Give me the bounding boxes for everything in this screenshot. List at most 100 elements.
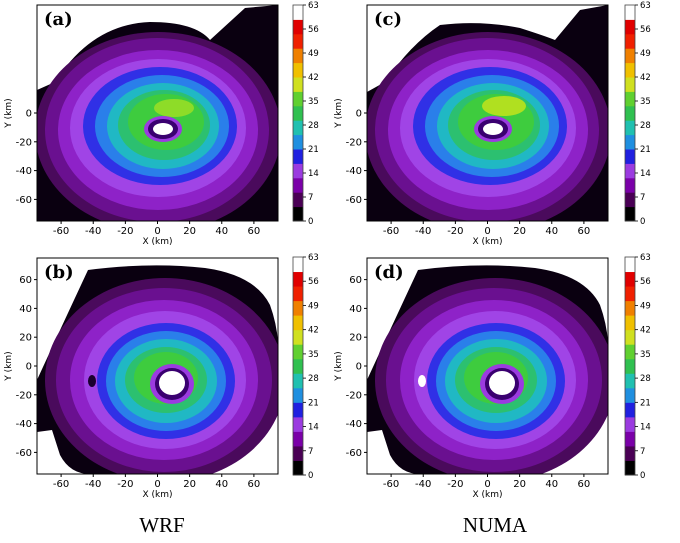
colorbar-tick-label-b: 42 — [308, 326, 319, 336]
colorbar-segment-c — [625, 19, 635, 35]
colorbar-segment-d — [625, 416, 635, 432]
colorbar-tick-label-d: 35 — [640, 350, 651, 360]
colorbar-tick-label-b: 21 — [308, 398, 319, 408]
x-tick-label-c: 40 — [545, 226, 558, 237]
colorbar-tick-label-d: 28 — [640, 374, 651, 384]
colorbar-segment-d — [625, 344, 635, 360]
x-tick-label-b: -40 — [85, 479, 101, 490]
colorbar-segment-a — [293, 48, 303, 64]
y-axis-label-c: Y (km) — [334, 98, 344, 128]
colorbar-frame-d — [624, 256, 636, 476]
y-tick-label-d: 20 — [349, 333, 362, 344]
y-axis-label-a: Y (km) — [4, 98, 14, 128]
x-tick-label-c: 20 — [513, 226, 526, 237]
colorbar-segment-d — [625, 315, 635, 331]
heatmap-a — [37, 5, 278, 221]
x-tick-label-d: 60 — [578, 479, 591, 490]
colorbar-segment-c — [625, 48, 635, 64]
colorbar-tick-label-a: 35 — [308, 97, 319, 107]
colorbar-tick-label-c: 7 — [640, 193, 645, 203]
y-axis-label-d: Y (km) — [334, 351, 344, 381]
x-tick-label-c: -20 — [447, 226, 463, 237]
x-tick-label-a: 40 — [215, 226, 228, 237]
colorbar-segment-c — [625, 91, 635, 107]
colorbar-tick-label-d: 7 — [640, 447, 645, 457]
panel-label-d: (d) — [374, 262, 404, 283]
colorbar-tick-label-c: 14 — [640, 169, 651, 179]
colorbar-segment-c — [625, 163, 635, 179]
colorbar-tick-label-d: 56 — [640, 277, 651, 287]
panel-c: (c) — [366, 4, 609, 222]
colorbar-segment-d — [625, 257, 635, 273]
y-axis-label-b: Y (km) — [4, 351, 14, 381]
x-axis-label-d: X (km) — [472, 490, 502, 500]
colorbar-tick-label-a: 14 — [308, 169, 319, 179]
colorbar-segment-b — [293, 431, 303, 447]
x-tick-label-d: -60 — [383, 479, 399, 490]
colorbar-segment-b — [293, 315, 303, 331]
colorbar-tick-label-b: 49 — [308, 301, 319, 311]
colorbar-segment-d — [625, 460, 635, 476]
y-tick-label-b: 20 — [19, 333, 32, 344]
colorbar-tick-label-a: 7 — [308, 193, 313, 203]
colorbar-segment-a — [293, 77, 303, 92]
colorbar-tick-label-b: 56 — [308, 277, 319, 287]
x-tick-label-d: -40 — [415, 479, 431, 490]
colorbar-tick-label-c: 35 — [640, 97, 651, 107]
colorbar-segment-b — [293, 329, 303, 345]
panel-d: (d) — [366, 257, 609, 475]
colorbar-tick-label-a: 49 — [308, 49, 319, 59]
y-tick-label-a: 0 — [26, 109, 32, 120]
x-tick-label-d: -20 — [447, 479, 463, 490]
y-tick-label-a: -20 — [16, 137, 32, 148]
x-tick-label-b: -60 — [53, 479, 69, 490]
x-axis-label-c: X (km) — [472, 237, 502, 247]
colorbar-segment-b — [293, 344, 303, 360]
colorbar-tick-label-b: 28 — [308, 374, 319, 384]
heatmap-b — [37, 258, 278, 474]
colorbar-segment-a — [293, 105, 303, 121]
y-tick-label-d: 40 — [349, 304, 362, 315]
colorbar-tick-label-a: 0 — [308, 217, 313, 227]
x-tick-label-b: 0 — [154, 479, 160, 490]
y-tick-label-a: -60 — [16, 195, 32, 206]
colorbar-tick-label-c: 0 — [640, 217, 645, 227]
colorbar-segment-b — [293, 286, 303, 302]
colorbar-segment-d — [625, 300, 635, 316]
panel-label-c: (c) — [374, 9, 402, 30]
x-tick-label-b: 40 — [215, 479, 228, 490]
x-tick-label-c: -40 — [415, 226, 431, 237]
colorbar-segment-b — [293, 387, 303, 403]
colorbar-segment-a — [293, 19, 303, 35]
panel-a: (a) — [36, 4, 279, 222]
y-tick-label-b: -20 — [16, 390, 32, 401]
colorbar-tick-label-c: 21 — [640, 145, 651, 155]
colorbar-segment-b — [293, 416, 303, 432]
colorbar-segment-b — [293, 460, 303, 476]
colorbar-tick-label-a: 56 — [308, 25, 319, 35]
colorbar-segment-d — [625, 358, 635, 374]
x-tick-label-d: 40 — [545, 479, 558, 490]
colorbar-segment-c — [625, 62, 635, 78]
x-tick-label-a: -60 — [53, 226, 69, 237]
colorbar-tick-label-d: 0 — [640, 471, 645, 481]
panel-label-b: (b) — [44, 262, 74, 283]
colorbar-tick-label-a: 42 — [308, 73, 319, 83]
colorbar-frame-c — [624, 4, 636, 222]
colorbar-segment-a — [293, 149, 303, 164]
y-tick-label-b: 60 — [19, 275, 32, 286]
colorbar-tick-label-c: 49 — [640, 49, 651, 59]
panel-b: (b) — [36, 257, 279, 475]
colorbar-segment-c — [625, 149, 635, 164]
heatmap-d — [367, 258, 608, 474]
colorbar-segment-b — [293, 271, 303, 287]
colorbar-segment-c — [625, 177, 635, 193]
colorbar-tick-label-d: 21 — [640, 398, 651, 408]
x-tick-label-b: 20 — [183, 479, 196, 490]
colorbar-segment-a — [293, 177, 303, 193]
colorbar-segment-d — [625, 329, 635, 345]
colorbar-segment-a — [293, 163, 303, 179]
colorbar-tick-label-c: 56 — [640, 25, 651, 35]
colorbar-tick-label-c: 42 — [640, 73, 651, 83]
